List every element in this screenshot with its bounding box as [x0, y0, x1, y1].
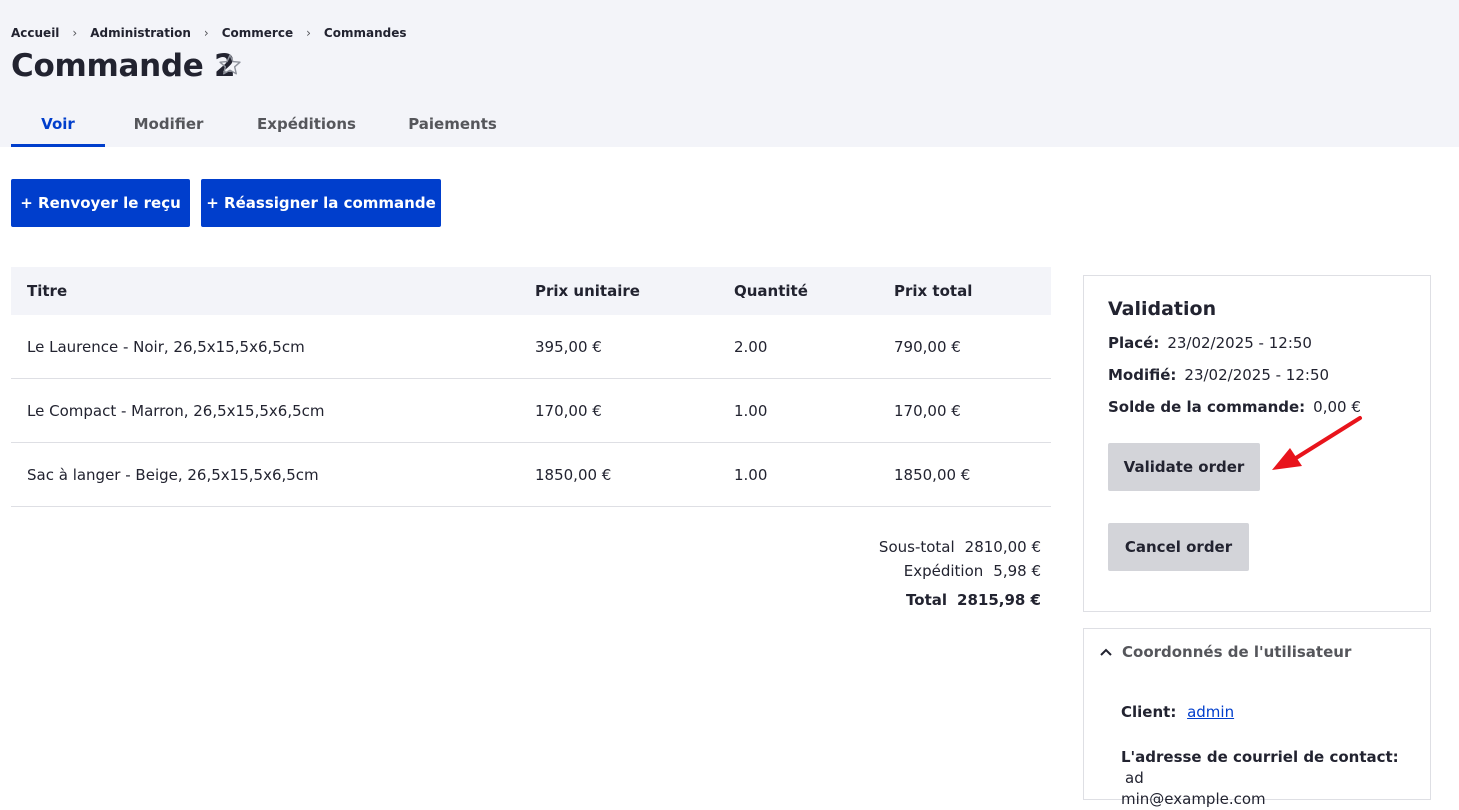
total-row: Total 2815,98 €	[879, 588, 1041, 612]
column-header-unit-price: Prix unitaire	[535, 267, 734, 315]
validation-title: Validation	[1108, 298, 1217, 320]
item-total-price: 1850,00 €	[894, 442, 1051, 507]
breadcrumb-separator-icon: ›	[203, 26, 209, 40]
tabs: Voir Modifier Expéditions Paiements	[11, 104, 524, 147]
validation-panel: Validation Placé: 23/02/2025 - 12:50 Modi…	[1083, 275, 1431, 612]
order-balance: Solde de la commande: 0,00 €	[1108, 398, 1361, 416]
resend-receipt-button[interactable]: + Renvoyer le reçu	[11, 179, 190, 227]
client-label: Client:	[1121, 703, 1177, 721]
placed-label: Placé:	[1108, 334, 1160, 352]
column-header-title: Titre	[11, 267, 535, 315]
chevron-up-icon	[1100, 648, 1112, 656]
cancel-order-button[interactable]: Cancel order	[1108, 523, 1249, 571]
total-label: Total	[906, 591, 948, 609]
placed-date: Placé: 23/02/2025 - 12:50	[1108, 334, 1312, 352]
item-title: Sac à langer - Beige, 26,5x15,5x6,5cm	[11, 442, 535, 507]
star-icon[interactable]	[217, 52, 243, 78]
contact-email-value-part-2: min@example.com	[1121, 790, 1266, 808]
table-row: Le Laurence - Noir, 26,5x15,5x6,5cm 395,…	[11, 315, 1051, 379]
modified-date: Modifié: 23/02/2025 - 12:50	[1108, 366, 1329, 384]
contact-email-label: L'adresse de courriel de contact:	[1121, 748, 1399, 766]
item-quantity: 1.00	[734, 378, 894, 443]
item-total-price: 170,00 €	[894, 378, 1051, 443]
item-quantity: 2.00	[734, 315, 894, 379]
balance-label: Solde de la commande:	[1108, 398, 1306, 416]
shipping-label: Expédition	[903, 562, 984, 580]
client-field: Client: admin	[1121, 703, 1234, 721]
subtotal-label: Sous-total	[878, 538, 955, 556]
table-row: Le Compact - Marron, 26,5x15,5x6,5cm 170…	[11, 378, 1051, 443]
item-unit-price: 395,00 €	[535, 315, 734, 379]
table-row: Sac à langer - Beige, 26,5x15,5x6,5cm 18…	[11, 442, 1051, 507]
modified-value: 23/02/2025 - 12:50	[1184, 366, 1330, 384]
breadcrumb: Accueil › Administration › Commerce › Co…	[11, 26, 407, 40]
item-title: Le Compact - Marron, 26,5x15,5x6,5cm	[11, 378, 535, 443]
subtotal-value: 2810,00 €	[964, 538, 1041, 556]
modified-label: Modifié:	[1108, 366, 1177, 384]
tab-shipments[interactable]: Expéditions	[257, 115, 356, 133]
subtotal-row: Sous-total 2810,00 €	[879, 535, 1041, 559]
breadcrumb-orders[interactable]: Commandes	[323, 26, 407, 40]
customer-info-title: Coordonnés de l'utilisateur	[1122, 643, 1352, 661]
breadcrumb-separator-icon: ›	[306, 26, 311, 40]
column-header-quantity: Quantité	[734, 267, 894, 315]
order-totals: Sous-total 2810,00 € Expédition 5,98 € T…	[879, 535, 1041, 612]
contact-email-value-part-1: ad	[1125, 769, 1144, 787]
breadcrumb-separator-icon: ›	[72, 26, 78, 40]
contact-email-field: L'adresse de courriel de contact: ad min…	[1121, 747, 1411, 810]
page-header: Accueil › Administration › Commerce › Co…	[0, 0, 1459, 147]
breadcrumb-home[interactable]: Accueil	[11, 26, 60, 40]
breadcrumb-commerce[interactable]: Commerce	[221, 26, 294, 40]
customer-info-toggle[interactable]: Coordonnés de l'utilisateur	[1098, 643, 1351, 661]
total-value: 2815,98 €	[957, 591, 1041, 609]
balance-value: 0,00 €	[1313, 398, 1361, 416]
placed-value: 23/02/2025 - 12:50	[1167, 334, 1312, 352]
client-link[interactable]: admin	[1187, 703, 1235, 721]
customer-info-panel: Coordonnés de l'utilisateur Client: admi…	[1083, 628, 1431, 808]
item-total-price: 790,00 €	[894, 315, 1051, 379]
column-header-total-price: Prix total	[894, 267, 1051, 315]
validate-order-button[interactable]: Validate order	[1108, 443, 1260, 491]
tab-payments[interactable]: Paiements	[408, 115, 497, 133]
reassign-order-button[interactable]: + Réassigner la commande	[201, 179, 441, 227]
table-header-row: Titre Prix unitaire Quantité Prix total	[11, 267, 1051, 315]
breadcrumb-administration[interactable]: Administration	[90, 26, 191, 40]
item-unit-price: 1850,00 €	[535, 442, 734, 507]
order-items-table: Titre Prix unitaire Quantité Prix total …	[11, 267, 1051, 507]
item-unit-price: 170,00 €	[535, 378, 734, 443]
tab-edit[interactable]: Modifier	[133, 115, 204, 133]
page-title: Commande 2	[11, 48, 236, 84]
tab-view[interactable]: Voir	[11, 104, 105, 147]
item-title: Le Laurence - Noir, 26,5x15,5x6,5cm	[11, 315, 535, 379]
arrow-annotation-icon	[1272, 416, 1362, 470]
shipping-value: 5,98 €	[993, 562, 1041, 580]
item-quantity: 1.00	[734, 442, 894, 507]
shipping-row: Expédition 5,98 €	[879, 559, 1041, 583]
